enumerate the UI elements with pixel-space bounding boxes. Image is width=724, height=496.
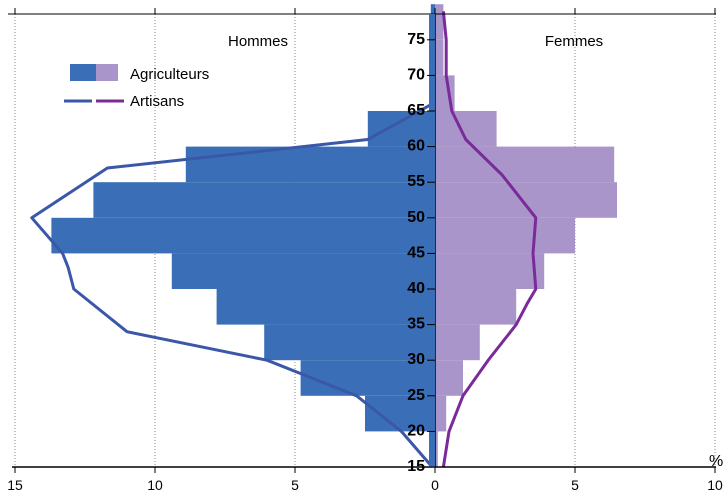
women-bar-55-60: [435, 146, 615, 183]
age-tick-label-65: 65: [407, 102, 425, 119]
age-tick-label-20: 20: [407, 422, 425, 439]
x-tick-label-men-10: 10: [147, 477, 163, 493]
men-bar-35-40: [216, 289, 435, 325]
men-bar-50-55: [93, 182, 436, 218]
women-bar-20-25: [435, 395, 447, 432]
age-tick-label-55: 55: [407, 173, 425, 190]
men-bar-40-45: [171, 253, 436, 289]
x-unit-label: %: [709, 453, 723, 470]
grid-lines: [14, 14, 716, 467]
legend-swatch-men-bar: [70, 64, 96, 81]
legend-label-agriculteurs: Agriculteurs: [130, 66, 209, 83]
women-bar-15-20: [435, 431, 438, 467]
legend-swatch-women-bar: [96, 64, 118, 81]
artisans-women-line: [441, 11, 538, 468]
age-tick-label-50: 50: [407, 209, 425, 226]
legend: Agriculteurs Artisans: [64, 64, 209, 110]
women-bar-75-80: [435, 4, 444, 40]
right-side-label: Femmes: [545, 33, 603, 50]
x-tick-label-women-10: 10: [707, 477, 723, 493]
bars-men: [51, 4, 436, 467]
men-bar-30-35: [264, 324, 435, 361]
women-bar-45-50: [435, 217, 575, 254]
age-tick-label-40: 40: [407, 280, 425, 297]
age-tick-label-30: 30: [407, 351, 425, 368]
artisans-men-line: [30, 102, 434, 468]
artisans-lines: [30, 11, 538, 468]
men-bar-45-50: [51, 217, 436, 254]
men-bar-25-30: [300, 360, 435, 396]
x-tick-label-men-0: 0: [431, 477, 439, 493]
age-tick-label-75: 75: [407, 31, 425, 48]
women-bar-35-40: [435, 289, 517, 325]
women-bar-40-45: [435, 253, 545, 289]
left-side-label: Hommes: [228, 33, 288, 50]
age-tick-label-35: 35: [407, 316, 425, 333]
age-tick-label-45: 45: [407, 244, 425, 261]
age-tick-label-15: 15: [407, 458, 425, 475]
age-tick-label-60: 60: [407, 138, 425, 155]
men-bar-55-60: [185, 146, 435, 183]
legend-label-artisans: Artisans: [130, 93, 184, 110]
women-bar-25-30: [435, 360, 463, 396]
women-bar-70-75: [435, 39, 444, 76]
age-tick-label-70: 70: [407, 66, 425, 83]
x-tick-label-men-5: 5: [291, 477, 299, 493]
bars-women: [435, 4, 617, 467]
center-axis-band: [429, 14, 435, 467]
age-tick-label-25: 25: [407, 387, 425, 404]
x-tick-label-men-15: 15: [7, 477, 23, 493]
women-bar-50-55: [435, 182, 617, 218]
women-bar-30-35: [435, 324, 480, 361]
men-bar-60-65: [367, 111, 435, 147]
x-tick-label-women-5: 5: [571, 477, 579, 493]
